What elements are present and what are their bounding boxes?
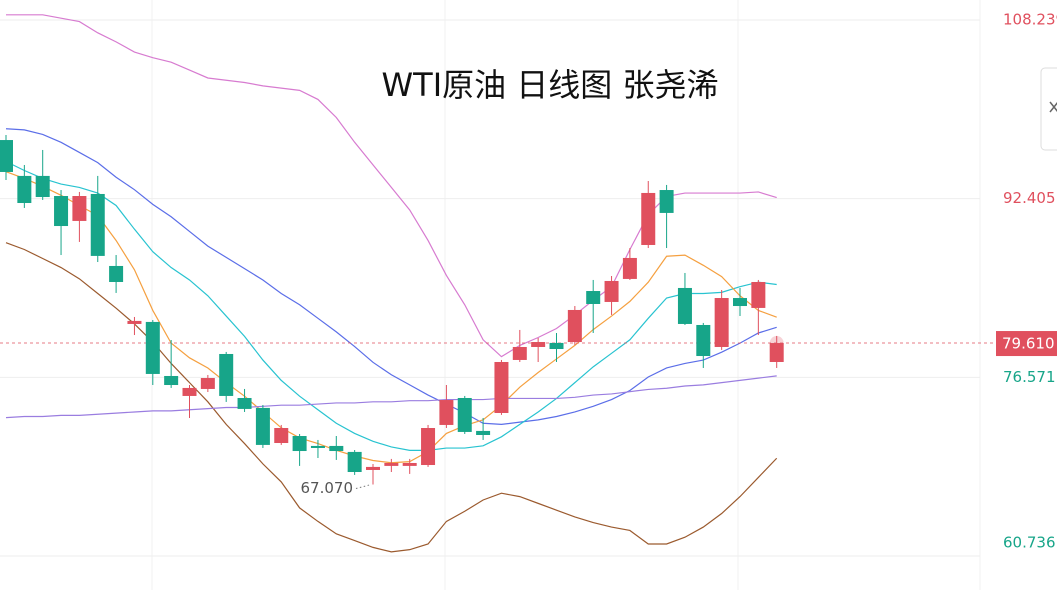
- candle-body: [219, 353, 234, 396]
- indicator-line: [5, 242, 778, 553]
- candle-body: [54, 196, 69, 227]
- candle-body: [366, 466, 380, 470]
- candle-body: [0, 140, 13, 172]
- y-tick-label: 60.736: [1003, 534, 1056, 552]
- candle-body: [127, 320, 142, 324]
- last-price-label: 79.610: [1002, 335, 1055, 353]
- y-tick-label: 108.239: [1003, 10, 1057, 28]
- candle-body: [237, 397, 252, 409]
- candle-body: [622, 257, 637, 279]
- candle-body: [17, 175, 32, 204]
- candle-body: [402, 462, 417, 466]
- candle-body: [292, 436, 307, 452]
- candle-body: [35, 175, 50, 198]
- candle-body: [200, 378, 215, 389]
- close-panel[interactable]: [1040, 67, 1057, 151]
- candle-body: [384, 462, 399, 466]
- candle-body: [549, 342, 564, 350]
- candle-body: [439, 400, 454, 425]
- candle-body: [72, 196, 87, 221]
- candle-body: [90, 193, 105, 256]
- candle-body: [696, 324, 711, 357]
- candle-body: [604, 280, 619, 302]
- candle-body: [329, 445, 344, 452]
- candle-body: [310, 445, 325, 448]
- candle-body: [733, 298, 747, 307]
- candle-body: [641, 192, 656, 245]
- candle-body: [164, 375, 179, 386]
- last-price-tag: [996, 331, 1057, 357]
- candle-body: [769, 343, 784, 362]
- chart-title: WTI原油 日线图 张尧浠: [382, 66, 719, 104]
- candle-body: [145, 321, 160, 374]
- indicator-line: [5, 375, 777, 419]
- indicator-line: [5, 160, 777, 451]
- candle-body: [457, 397, 472, 432]
- candle-body: [714, 298, 729, 347]
- candle-body: [751, 281, 766, 308]
- candle-body: [567, 309, 582, 343]
- y-tick-label: 92.405: [1003, 189, 1056, 207]
- candle-body: [421, 428, 436, 466]
- candle-body: [531, 342, 546, 347]
- candle-body: [182, 387, 197, 396]
- candle-body: [659, 190, 674, 213]
- annotation-label: 67.070: [301, 479, 354, 497]
- candle-body: [274, 428, 289, 444]
- candle-body: [586, 291, 601, 304]
- candle-body: [255, 407, 270, 445]
- candle-body: [476, 430, 491, 435]
- candle-body: [494, 361, 509, 413]
- y-tick-label: 76.571: [1003, 368, 1056, 386]
- candle-body: [512, 346, 527, 360]
- indicator-line: [5, 128, 777, 425]
- candle-body: [677, 287, 692, 324]
- close-button[interactable]: [1040, 67, 1057, 151]
- annotation-leader: [355, 484, 372, 490]
- pulse-glow: [769, 336, 784, 351]
- candle-body: [109, 265, 124, 282]
- indicator-line: [5, 171, 777, 464]
- candle-body: [347, 451, 362, 473]
